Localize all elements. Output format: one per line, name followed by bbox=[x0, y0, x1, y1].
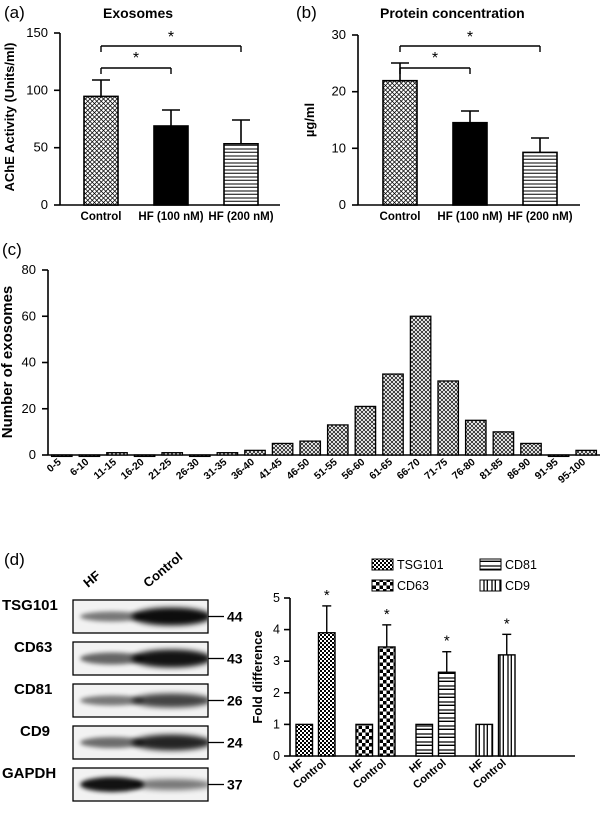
svg-text:37: 37 bbox=[227, 777, 243, 793]
svg-text:60: 60 bbox=[22, 308, 36, 323]
svg-text:CD63: CD63 bbox=[397, 579, 429, 593]
svg-text:50: 50 bbox=[34, 140, 48, 155]
svg-text:95-100: 95-100 bbox=[556, 457, 588, 486]
svg-text:46-50: 46-50 bbox=[285, 457, 312, 483]
svg-text:31-35: 31-35 bbox=[202, 457, 229, 483]
svg-text:HF (100 nM): HF (100 nM) bbox=[138, 211, 203, 223]
svg-text:AChE Activity (Units/ml): AChE Activity (Units/ml) bbox=[2, 42, 17, 191]
svg-text:CD63: CD63 bbox=[14, 639, 52, 656]
svg-text:µg/ml: µg/ml bbox=[302, 103, 317, 137]
svg-text:3: 3 bbox=[273, 654, 280, 668]
svg-text:HF (100 nM): HF (100 nM) bbox=[437, 211, 502, 223]
svg-text:Control: Control bbox=[380, 211, 421, 223]
svg-text:5: 5 bbox=[273, 591, 280, 605]
svg-text:43: 43 bbox=[227, 651, 243, 667]
svg-text:0: 0 bbox=[29, 447, 36, 462]
svg-text:41-45: 41-45 bbox=[257, 457, 284, 483]
svg-text:51-55: 51-55 bbox=[312, 457, 339, 483]
svg-text:*: * bbox=[384, 606, 390, 623]
svg-text:61-65: 61-65 bbox=[368, 457, 395, 483]
svg-text:GAPDH: GAPDH bbox=[2, 765, 56, 782]
svg-text:76-80: 76-80 bbox=[450, 457, 477, 483]
svg-text:HF (200 nM): HF (200 nM) bbox=[208, 211, 273, 223]
svg-text:0: 0 bbox=[273, 749, 280, 763]
svg-text:TSG101: TSG101 bbox=[397, 558, 444, 572]
svg-text:CD81: CD81 bbox=[505, 558, 537, 572]
svg-text:71-75: 71-75 bbox=[423, 457, 450, 483]
svg-text:24: 24 bbox=[227, 735, 243, 751]
svg-text:26: 26 bbox=[227, 693, 243, 709]
svg-text:0: 0 bbox=[339, 197, 346, 212]
svg-text:CD9: CD9 bbox=[20, 723, 50, 740]
svg-text:86-90: 86-90 bbox=[506, 457, 533, 483]
svg-text:1: 1 bbox=[273, 717, 280, 731]
svg-text:56-60: 56-60 bbox=[340, 457, 367, 483]
svg-text:Exosomes: Exosomes bbox=[103, 5, 173, 21]
svg-text:150: 150 bbox=[26, 25, 48, 40]
svg-text:81-85: 81-85 bbox=[478, 457, 505, 483]
svg-text:6-10: 6-10 bbox=[68, 457, 91, 479]
svg-text:4: 4 bbox=[273, 623, 280, 637]
svg-text:11-15: 11-15 bbox=[92, 457, 119, 482]
svg-text:Number of exosomes: Number of exosomes bbox=[0, 286, 16, 439]
svg-text:Control: Control bbox=[140, 549, 185, 590]
svg-text:0: 0 bbox=[41, 197, 48, 212]
svg-text:*: * bbox=[168, 29, 174, 46]
svg-text:44: 44 bbox=[227, 609, 243, 625]
svg-text:Fold difference: Fold difference bbox=[250, 630, 265, 723]
svg-text:0-5: 0-5 bbox=[45, 457, 64, 475]
svg-text:TSG101: TSG101 bbox=[2, 597, 58, 614]
svg-text:HF (200 nM): HF (200 nM) bbox=[507, 211, 572, 223]
svg-text:66-70: 66-70 bbox=[395, 457, 422, 483]
svg-text:80: 80 bbox=[22, 262, 36, 277]
svg-text:30: 30 bbox=[332, 27, 346, 42]
svg-text:*: * bbox=[133, 50, 139, 67]
svg-text:*: * bbox=[504, 615, 510, 632]
svg-text:21-25: 21-25 bbox=[147, 457, 174, 483]
svg-text:CD9: CD9 bbox=[505, 579, 530, 593]
svg-text:36-40: 36-40 bbox=[230, 457, 257, 483]
svg-text:20: 20 bbox=[22, 401, 36, 416]
svg-text:*: * bbox=[467, 29, 473, 46]
svg-text:26-30: 26-30 bbox=[174, 457, 201, 483]
svg-text:*: * bbox=[324, 587, 330, 604]
svg-text:*: * bbox=[432, 50, 438, 67]
svg-text:2: 2 bbox=[273, 686, 280, 700]
svg-text:Control: Control bbox=[81, 211, 122, 223]
svg-text:*: * bbox=[444, 633, 450, 650]
svg-text:40: 40 bbox=[22, 355, 36, 370]
svg-text:100: 100 bbox=[26, 82, 48, 97]
svg-text:10: 10 bbox=[332, 140, 346, 155]
svg-text:HF: HF bbox=[80, 568, 103, 591]
svg-text:16-20: 16-20 bbox=[119, 457, 146, 483]
svg-text:CD81: CD81 bbox=[14, 681, 52, 698]
svg-text:Protein concentration: Protein concentration bbox=[380, 5, 525, 21]
svg-text:20: 20 bbox=[332, 84, 346, 99]
